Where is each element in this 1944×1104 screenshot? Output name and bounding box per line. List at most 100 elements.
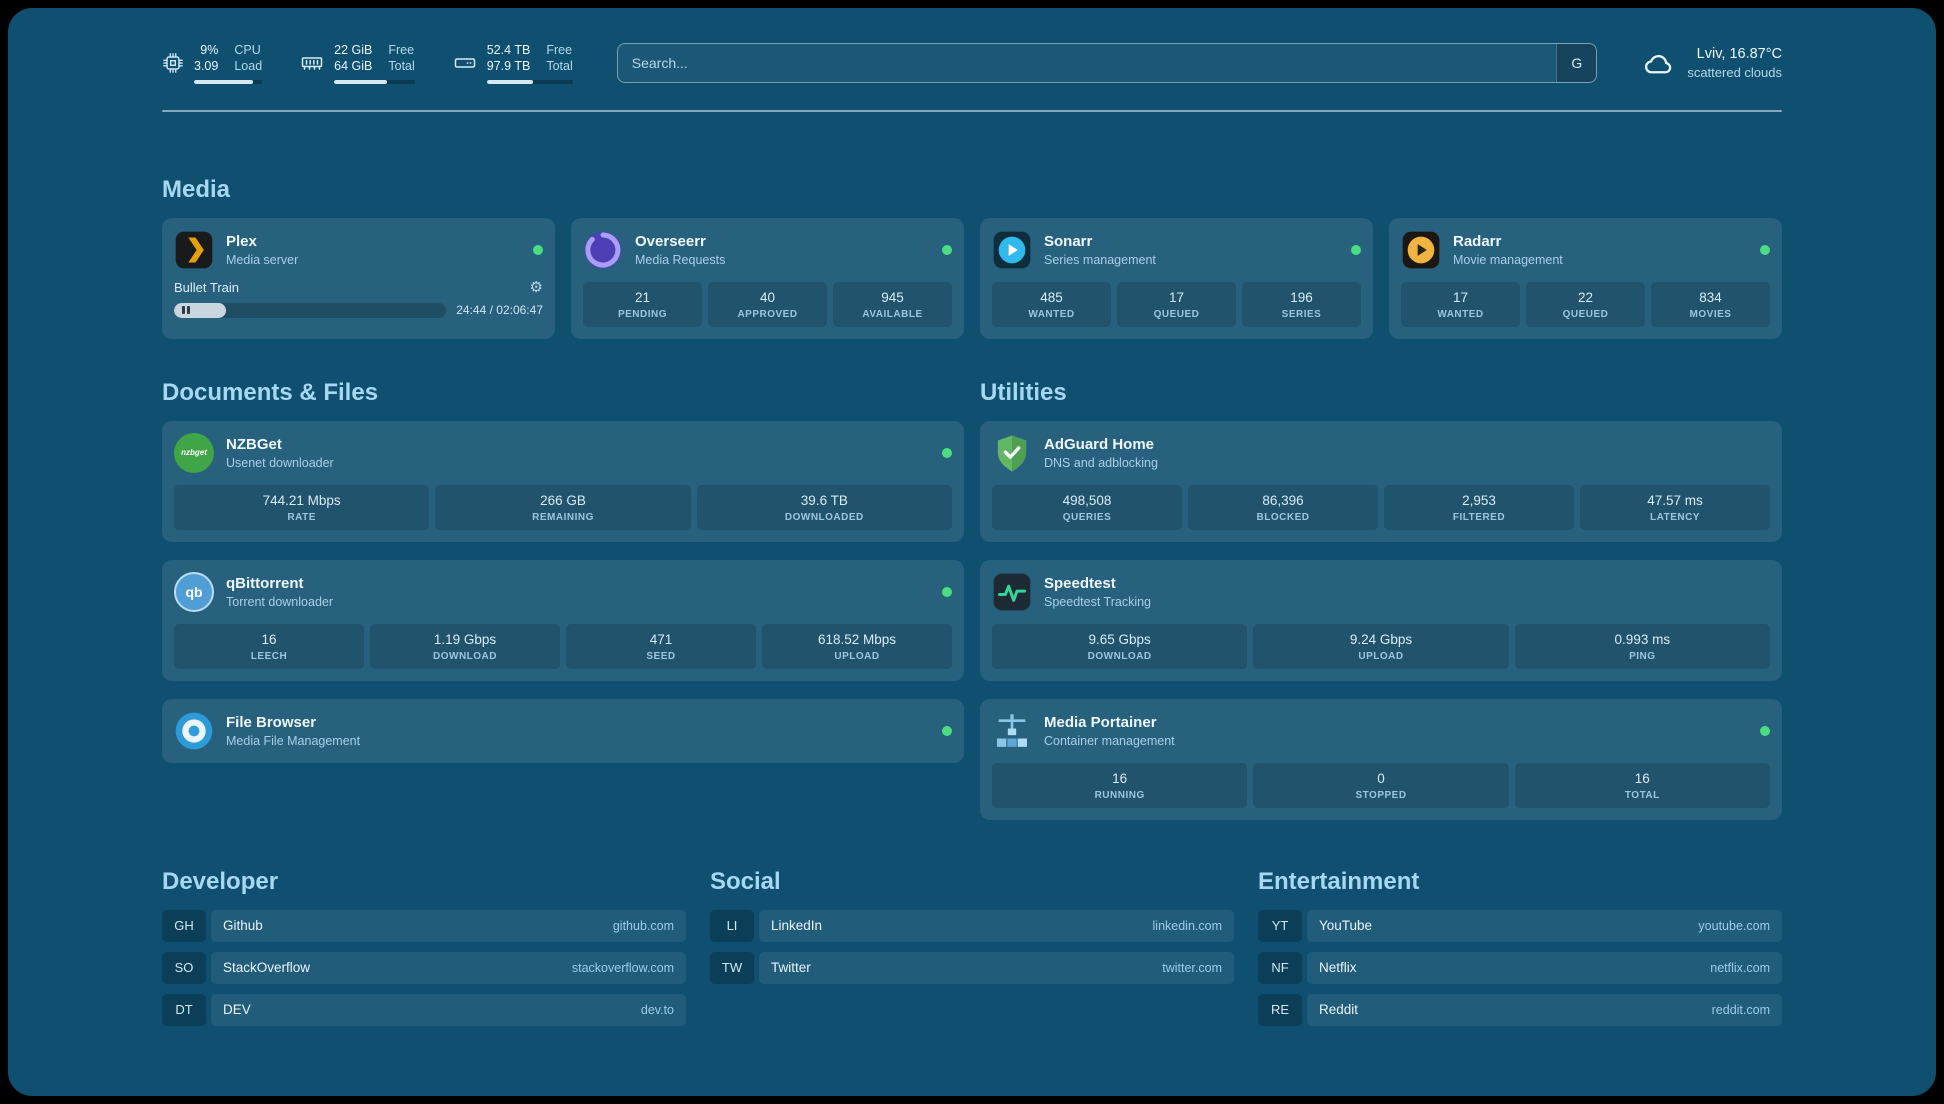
service-name[interactable]: Plex (226, 232, 257, 250)
service-subtitle: Media Requests (635, 252, 726, 267)
status-dot (942, 244, 952, 255)
stat-filtered: 2,953 FILTERED (1384, 484, 1574, 530)
header-divider (162, 109, 1782, 112)
utilities-section-title: Utilities (980, 378, 1067, 406)
service-subtitle: Media server (226, 252, 299, 267)
plex-icon (175, 231, 213, 268)
bookmark-github[interactable]: GH Github github.com (162, 909, 686, 942)
stat-seed: 471 SEED (566, 623, 756, 669)
bookmark-link[interactable]: Reddit reddit.com (1307, 993, 1782, 1026)
bookmark-netflix[interactable]: NF Netflix netflix.com (1258, 951, 1782, 984)
qbittorrent-icon-text: qb (185, 583, 203, 600)
service-card-adguard[interactable]: AdGuard Home DNS and adblocking 498,508 … (980, 420, 1782, 542)
status-dot (1760, 725, 1770, 736)
bookmark-reddit[interactable]: RE Reddit reddit.com (1258, 993, 1782, 1026)
bookmark-link[interactable]: Netflix netflix.com (1307, 951, 1782, 984)
stat-wanted: 485 WANTED (992, 281, 1111, 327)
bookmark-twitter[interactable]: TW Twitter twitter.com (710, 951, 1234, 984)
sonarr-icon (993, 231, 1031, 268)
search-provider-button[interactable]: G (1556, 43, 1597, 82)
developer-section-title: Developer (162, 867, 279, 895)
playback-progress-bar[interactable] (174, 302, 447, 318)
service-subtitle: Media File Management (226, 733, 361, 748)
service-card-speedtest[interactable]: Speedtest Speedtest Tracking 9.65 Gbps D… (980, 559, 1782, 681)
resource-memory: 22 GiB 64 GiB Free Total (300, 42, 415, 84)
bookmark-link[interactable]: DEV dev.to (211, 993, 686, 1026)
bookmark-link[interactable]: LinkedIn linkedin.com (759, 909, 1234, 942)
stat-running: 16 RUNNING (992, 762, 1248, 808)
bookmark-stackoverflow[interactable]: SO StackOverflow stackoverflow.com (162, 951, 686, 984)
service-name[interactable]: Radarr (1453, 232, 1502, 250)
stat-stopped: 0 STOPPED (1253, 762, 1509, 808)
qbittorrent-icon: qb (174, 571, 214, 612)
bookmarks-social: Social LI LinkedIn linkedin.com TW Twitt… (710, 868, 1234, 1026)
disk-bar-fill (486, 79, 534, 84)
bookmark-abbr: SO (162, 951, 206, 984)
service-subtitle: Movie management (1453, 252, 1563, 267)
service-card-overseerr[interactable]: Overseerr Media Requests 21 PENDING 40 A… (571, 217, 964, 339)
section-utilities: Utilities AdGuard Home DNS and adblockin… (980, 379, 1782, 820)
stat-blocked: 86,396 BLOCKED (1188, 484, 1378, 530)
documents-section-title: Documents & Files (162, 378, 379, 406)
stat-ping: 0.993 ms PING (1514, 623, 1770, 669)
playback-progress-fill (174, 302, 226, 318)
service-name[interactable]: AdGuard Home (1044, 435, 1155, 453)
bookmark-link[interactable]: Twitter twitter.com (759, 951, 1234, 984)
service-card-nzbget[interactable]: nzbget NZBGet Usenet downloader 744.21 M… (162, 420, 964, 542)
settings-gear-icon[interactable]: ⚙ (529, 278, 543, 296)
stat-latency: 47.57 ms LATENCY (1580, 484, 1770, 530)
cpu-load: 3.09 (194, 59, 219, 74)
service-name[interactable]: File Browser (226, 713, 317, 731)
disk-label-2: Total (546, 59, 573, 74)
weather-condition: scattered clouds (1687, 64, 1782, 80)
nzbget-icon: nzbget (174, 432, 214, 473)
social-section-title: Social (710, 867, 781, 895)
bookmark-abbr: GH (162, 909, 206, 942)
service-card-qbittorrent[interactable]: qb qBittorrent Torrent downloader 16 LEE… (162, 559, 964, 681)
service-card-radarr[interactable]: Radarr Movie management 17 WANTED 22 QUE… (1389, 217, 1782, 339)
service-name[interactable]: Overseerr (635, 232, 706, 250)
stat-rate: 744.21 Mbps RATE (174, 484, 430, 530)
status-dot (533, 244, 543, 255)
bookmarks-developer: Developer GH Github github.com SO StackO… (162, 868, 686, 1026)
top-bar: 9% 3.09 CPU Load (162, 42, 1782, 84)
bookmark-link[interactable]: StackOverflow stackoverflow.com (211, 951, 686, 984)
service-card-filebrowser[interactable]: File Browser Media File Management (162, 698, 964, 763)
bookmark-dev[interactable]: DT DEV dev.to (162, 993, 686, 1026)
weather-widget[interactable]: Lviv, 16.87°C scattered clouds (1641, 46, 1782, 80)
service-name[interactable]: Speedtest (1044, 574, 1116, 592)
overseerr-icon (584, 231, 622, 268)
service-card-plex[interactable]: Plex Media server Bullet Train ⚙ (162, 217, 555, 339)
resource-widgets: 9% 3.09 CPU Load (162, 42, 573, 84)
bookmark-link[interactable]: YouTube youtube.com (1307, 909, 1782, 942)
service-name[interactable]: qBittorrent (226, 574, 304, 592)
service-card-portainer[interactable]: Media Portainer Container management 16 … (980, 698, 1782, 820)
bookmark-abbr: DT (162, 993, 206, 1026)
memory-total: 64 GiB (334, 59, 373, 74)
status-dot (1351, 244, 1361, 255)
search-input[interactable] (617, 43, 1557, 82)
service-name[interactable]: NZBGet (226, 435, 282, 453)
status-dot (942, 447, 952, 458)
now-playing-title: Bullet Train (174, 279, 240, 295)
service-card-sonarr[interactable]: Sonarr Series management 485 WANTED 17 Q… (980, 217, 1373, 339)
cpu-label-1: CPU (234, 43, 261, 57)
status-dot (1760, 244, 1770, 255)
section-media: Media Plex Media server (162, 176, 1782, 339)
stat-queued: 17 QUEUED (1117, 281, 1236, 327)
cloud-icon (1645, 54, 1672, 74)
cpu-bar-fill (194, 79, 253, 84)
adguard-icon (997, 435, 1027, 471)
bookmark-youtube[interactable]: YT YouTube youtube.com (1258, 909, 1782, 942)
stat-upload: 618.52 Mbps UPLOAD (762, 623, 952, 669)
service-name[interactable]: Media Portainer (1044, 713, 1157, 731)
stat-available: 945 AVAILABLE (833, 281, 952, 327)
pause-icon[interactable] (182, 306, 190, 314)
section-documents: Documents & Files nzbget NZBGet Usenet d… (162, 379, 964, 820)
dashboard: 9% 3.09 CPU Load (8, 8, 1936, 1096)
memory-bar-fill (334, 79, 388, 84)
service-name[interactable]: Sonarr (1044, 232, 1093, 250)
bookmark-linkedin[interactable]: LI LinkedIn linkedin.com (710, 909, 1234, 942)
bookmark-link[interactable]: Github github.com (211, 909, 686, 942)
resource-disk: 52.4 TB 97.9 TB Free Total (453, 42, 573, 84)
